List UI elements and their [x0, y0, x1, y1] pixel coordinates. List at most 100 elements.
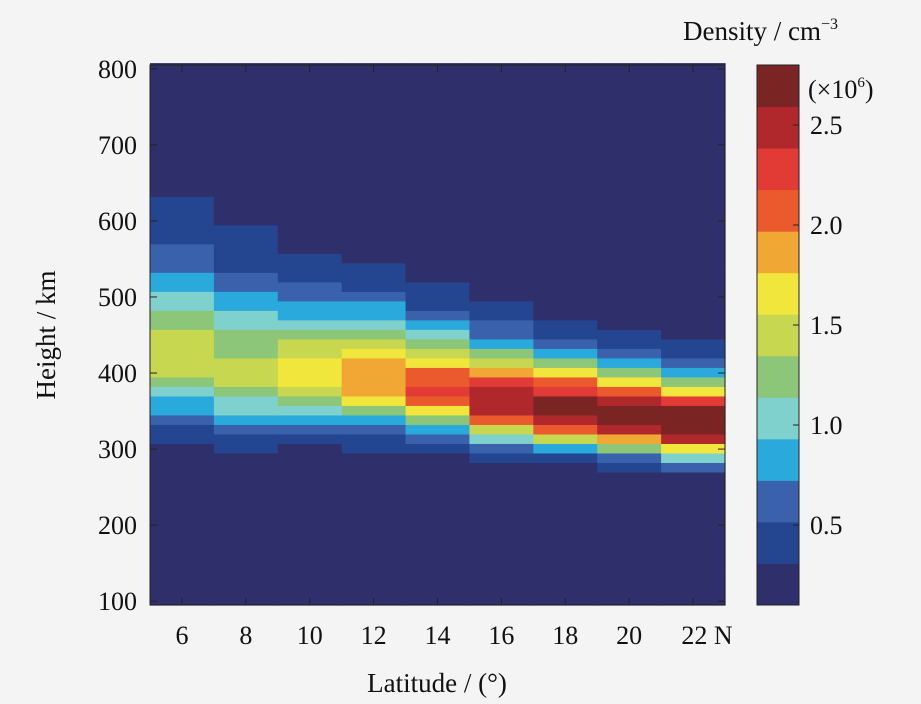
heatmap-cell — [533, 120, 598, 131]
heatmap-cell — [150, 471, 215, 483]
heatmap-cell — [341, 253, 407, 264]
heatmap-cell — [405, 585, 471, 597]
heatmap-cell — [277, 490, 343, 502]
heatmap-cell — [150, 462, 215, 473]
heatmap-cell — [150, 547, 215, 559]
heatmap-cell — [150, 272, 215, 283]
heatmap-cell — [150, 452, 215, 463]
heatmap-cell — [469, 538, 534, 549]
heatmap-cell — [341, 452, 407, 463]
heatmap-cell — [661, 585, 726, 597]
heatmap-cell — [661, 481, 726, 492]
heatmap-cell — [150, 186, 215, 197]
heatmap-cell — [533, 547, 598, 559]
heatmap-cell — [213, 585, 279, 597]
heatmap-cell — [341, 148, 407, 159]
heatmap-cell — [661, 357, 726, 368]
heatmap-cell — [597, 357, 662, 368]
heatmap-cell — [661, 139, 726, 150]
heatmap-cell — [277, 424, 343, 435]
x-tick-label: 6 — [175, 621, 188, 650]
heatmap-cell — [405, 424, 471, 435]
heatmap-cell — [533, 348, 598, 359]
heatmap-cell — [341, 167, 407, 178]
colorbar-segment — [757, 272, 799, 315]
heatmap-cell — [213, 129, 279, 140]
heatmap-cell — [597, 386, 662, 397]
heatmap-cell — [597, 490, 662, 502]
heatmap-cell — [533, 101, 598, 112]
heatmap-cell — [150, 253, 215, 264]
heatmap-cell — [405, 557, 471, 568]
heatmap-cell — [661, 253, 726, 264]
heatmap-cell — [533, 452, 598, 463]
heatmap-cell — [469, 262, 534, 273]
heatmap-cell — [341, 471, 407, 483]
heatmap-cell — [277, 281, 343, 292]
heatmap-cell — [469, 443, 534, 454]
heatmap-cell — [597, 471, 662, 483]
heatmap-cell — [533, 139, 598, 150]
heatmap-cell — [405, 167, 471, 178]
heatmap-cell — [661, 234, 726, 245]
heatmap-cell — [213, 386, 279, 397]
heatmap-cell — [469, 348, 534, 359]
colorbar-title: Density / cm−3 — [683, 16, 838, 46]
heatmap-cell — [533, 585, 598, 597]
heatmap-cell — [597, 120, 662, 131]
heatmap-cell — [277, 329, 343, 340]
heatmap-cell — [405, 519, 471, 530]
heatmap-cell — [213, 500, 279, 511]
heatmap-cell — [341, 462, 407, 473]
colorbar-segment — [757, 314, 799, 357]
heatmap-cell — [405, 291, 471, 302]
heatmap-cell — [277, 357, 343, 368]
heatmap-cell — [469, 300, 534, 311]
heatmap-cell — [213, 234, 279, 245]
heatmap-cell — [150, 538, 215, 549]
heatmap-cell — [533, 538, 598, 549]
heatmap-cell — [405, 443, 471, 454]
heatmap-cell — [597, 72, 662, 83]
heatmap-cell — [597, 433, 662, 444]
heatmap-cell — [533, 319, 598, 330]
heatmap-cell — [661, 414, 726, 425]
heatmap-cell — [150, 405, 215, 416]
heatmap-cell — [469, 243, 534, 254]
heatmap-cell — [213, 357, 279, 368]
heatmap-cell — [150, 196, 215, 207]
heatmap-cell — [150, 348, 215, 359]
heatmap-cell — [469, 528, 534, 540]
heatmap-cell — [150, 177, 215, 188]
heatmap-cell — [213, 547, 279, 559]
colorbar-title-exponent: −3 — [821, 16, 838, 33]
heatmap-cell — [405, 329, 471, 340]
heatmap-cell — [341, 82, 407, 93]
heatmap-cell — [661, 386, 726, 397]
heatmap-cell — [341, 538, 407, 549]
heatmap-cell — [405, 310, 471, 321]
heatmap-cell — [469, 101, 534, 112]
colorbar-tick-label: 2.0 — [810, 211, 843, 240]
heatmap-cell — [533, 167, 598, 178]
heatmap-cell — [213, 272, 279, 283]
x-tick-label: 20 — [616, 621, 642, 650]
heatmap-cell — [277, 300, 343, 311]
heatmap-cell — [469, 167, 534, 178]
heatmap-cell — [341, 177, 407, 188]
heatmap-cell — [597, 300, 662, 311]
heatmap-cell — [597, 500, 662, 511]
heatmap-cell — [469, 272, 534, 283]
heatmap-cell — [150, 91, 215, 102]
colorbar-multiplier-exponent: 6 — [857, 75, 865, 91]
heatmap-cell — [213, 101, 279, 112]
heatmap-cell — [533, 253, 598, 264]
heatmap-cell — [341, 443, 407, 454]
heatmap-cell — [341, 262, 407, 273]
heatmap-cell — [277, 557, 343, 568]
colorbar-segment — [757, 355, 799, 398]
heatmap-cell — [277, 414, 343, 425]
heatmap-cell — [597, 376, 662, 387]
heatmap-cell — [469, 148, 534, 159]
heatmap-cell — [405, 481, 471, 492]
